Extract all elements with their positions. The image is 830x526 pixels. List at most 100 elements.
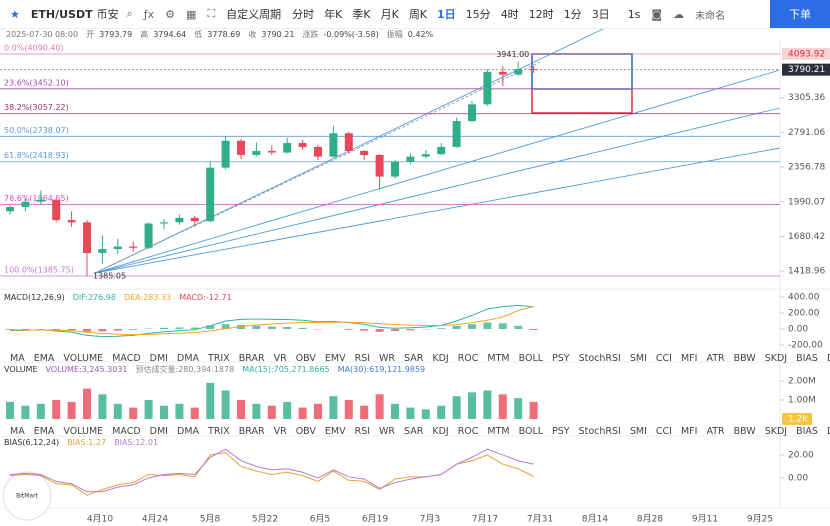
indicator-tab[interactable]: VR — [273, 352, 287, 364]
macd-bar — [344, 329, 353, 330]
indicator-tab[interactable]: WR — [379, 352, 396, 364]
period[interactable]: 3日 — [591, 8, 610, 21]
indicator-tab[interactable]: PSY — [552, 352, 570, 364]
indicator-tab[interactable]: MTM — [487, 425, 510, 437]
period[interactable]: 4时 — [500, 8, 519, 21]
indicator-tab[interactable]: EMA — [33, 352, 55, 364]
y-tick-label: 0.00 — [788, 325, 808, 335]
indicator-tab[interactable]: BIAS — [796, 425, 818, 437]
price-annotation: 3941.00 — [496, 50, 529, 59]
indicator-tab[interactable]: DPO — [827, 426, 830, 437]
layout-name[interactable]: 未命名 — [695, 10, 726, 22]
indicator-tab[interactable]: SAR — [404, 425, 424, 437]
panel-legend: MACD(12,26,9) DIF:276.98 DEA:283.33 MACD:-1… — [4, 292, 232, 303]
indicator-tab[interactable]: MA — [10, 425, 25, 437]
period[interactable]: 15分 — [465, 8, 491, 21]
candle-body — [314, 146, 322, 157]
indicator-tab[interactable]: VOLUME — [63, 352, 104, 364]
indicator-tab[interactable]: TRIX — [208, 425, 230, 437]
volume-bar — [437, 405, 446, 419]
settings-icon[interactable]: ⚙ — [165, 7, 176, 21]
indicator-icon[interactable]: ƒx — [143, 7, 155, 21]
indicator-tab[interactable]: StochRSI — [578, 352, 621, 364]
indicator-tab[interactable]: BOLL — [518, 425, 544, 437]
macd-bar — [206, 325, 215, 329]
macd-bar — [98, 329, 107, 332]
indicator-tab[interactable]: VOLUME — [63, 425, 104, 437]
indicator-tab[interactable]: BBW — [733, 425, 756, 437]
indicator-tab[interactable]: ROC — [457, 425, 479, 437]
indicator-tab[interactable]: BRAR — [238, 425, 265, 437]
indicator-tab[interactable]: TRIX — [208, 352, 230, 364]
fullscreen-icon[interactable]: ⛶ — [207, 7, 216, 20]
x-tick-label: 6月19 — [362, 514, 388, 525]
cloud-icon[interactable]: ☁ — [673, 7, 685, 21]
second-period[interactable]: 1s — [627, 7, 641, 21]
indicator-tab[interactable]: BRAR — [238, 352, 265, 364]
indicator-tab[interactable]: VR — [273, 425, 287, 437]
indicator-tab[interactable]: KDJ — [432, 352, 449, 364]
layout-icon[interactable]: ▦ — [186, 7, 197, 21]
indicator-tab[interactable]: DMA — [177, 352, 200, 364]
candle-body — [113, 246, 122, 250]
indicator-tab[interactable]: RSI — [354, 352, 371, 364]
volume-bar — [267, 405, 276, 419]
indicator-tab[interactable]: KDJ — [432, 425, 449, 437]
indicator-tab[interactable]: MACD — [112, 425, 141, 437]
indicator-tab[interactable]: ATR — [706, 425, 725, 437]
indicator-tab[interactable]: DMI — [149, 352, 168, 364]
indicator-tab[interactable]: ROC — [457, 352, 479, 364]
indicator-tab[interactable]: SAR — [404, 352, 424, 364]
indicator-tab[interactable]: DPO — [827, 353, 830, 364]
indicator-tab[interactable]: SMI — [629, 352, 647, 364]
symbol[interactable]: ETH/USDT — [30, 7, 93, 21]
indicator-tab[interactable]: DMI — [149, 425, 168, 437]
period[interactable]: 分时 — [292, 8, 315, 21]
favorite-star[interactable]: ★ — [10, 7, 20, 21]
period-list: 分时 年K 季K 月K 周K 1日 15分 4时 12时 1分 3日 — [292, 6, 620, 22]
period[interactable]: 周K — [408, 8, 428, 21]
indicator-tab[interactable]: WR — [379, 425, 396, 437]
indicator-tab[interactable]: CCI — [655, 352, 672, 364]
indicator-tab[interactable]: EMV — [324, 352, 346, 364]
custom-period[interactable]: 自定义周期 — [226, 8, 282, 21]
indicator-tab[interactable]: StochRSI — [578, 425, 621, 437]
indicator-tab[interactable]: MACD — [112, 352, 141, 364]
x-tick-label: 8月14 — [582, 514, 608, 525]
period[interactable]: 1分 — [563, 8, 582, 21]
y-tick-label: 0.00 — [788, 473, 808, 483]
indicator-tab[interactable]: EMA — [33, 425, 55, 437]
order-button[interactable]: 下单 — [770, 0, 830, 28]
indicator-tab[interactable]: SKDJ — [764, 352, 788, 364]
indicator-tab[interactable]: MFI — [680, 352, 698, 364]
indicator-tab[interactable]: SKDJ — [764, 425, 788, 437]
period[interactable]: 月K — [380, 8, 399, 21]
y-tick-label: 2791.06 — [788, 128, 825, 138]
indicator-tab[interactable]: OBV — [295, 425, 316, 437]
indicator-tab[interactable]: EMV — [324, 425, 346, 437]
indicator-tab[interactable]: MTM — [487, 352, 510, 364]
indicator-tab[interactable]: PSY — [552, 425, 570, 437]
period[interactable]: 1日 — [437, 8, 456, 21]
indicator-tab[interactable]: DMA — [177, 425, 200, 437]
search-icon[interactable]: ⌕ — [126, 7, 133, 20]
volume-bar — [52, 400, 61, 419]
indicator-tab[interactable]: SMI — [629, 425, 647, 437]
indicator-tab[interactable]: MA — [10, 352, 25, 364]
indicator-tab[interactable]: BOLL — [518, 352, 544, 364]
indicator-tab[interactable]: CCI — [655, 425, 672, 437]
indicator-tab[interactable]: OBV — [295, 352, 316, 364]
indicator-tab[interactable]: BBW — [733, 352, 756, 364]
indicator-tab[interactable]: MFI — [680, 425, 698, 437]
x-tick-label: 5月8 — [200, 514, 221, 525]
period[interactable]: 季K — [352, 8, 371, 21]
indicator-tab[interactable]: RSI — [354, 425, 371, 437]
indicator-tab[interactable]: ATR — [706, 352, 725, 364]
period[interactable]: 12时 — [528, 8, 554, 21]
candle-body — [237, 140, 245, 155]
camera-icon[interactable]: ◙ — [651, 7, 663, 21]
period[interactable]: 年K — [324, 8, 343, 21]
candle-body — [391, 161, 399, 177]
indicator-tab[interactable]: BIAS — [796, 352, 818, 364]
